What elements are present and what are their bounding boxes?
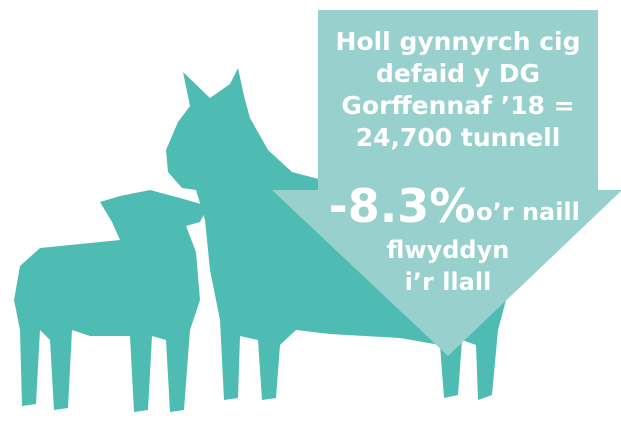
change-suffix: o’r naill [476,198,580,226]
headline-line: defaid y DG [376,59,540,88]
tail-line: i’r llall [405,268,492,296]
tail-line: flwyddyn [387,236,510,264]
headline-line: 24,700 tunnell [356,123,561,152]
lamb [14,190,208,412]
headline-line: Holl gynnyrch cig [336,27,581,56]
down-arrow [272,10,621,356]
change-value: -8.3% [329,179,476,233]
headline-line: Gorffennaf ’18 = [341,91,574,120]
